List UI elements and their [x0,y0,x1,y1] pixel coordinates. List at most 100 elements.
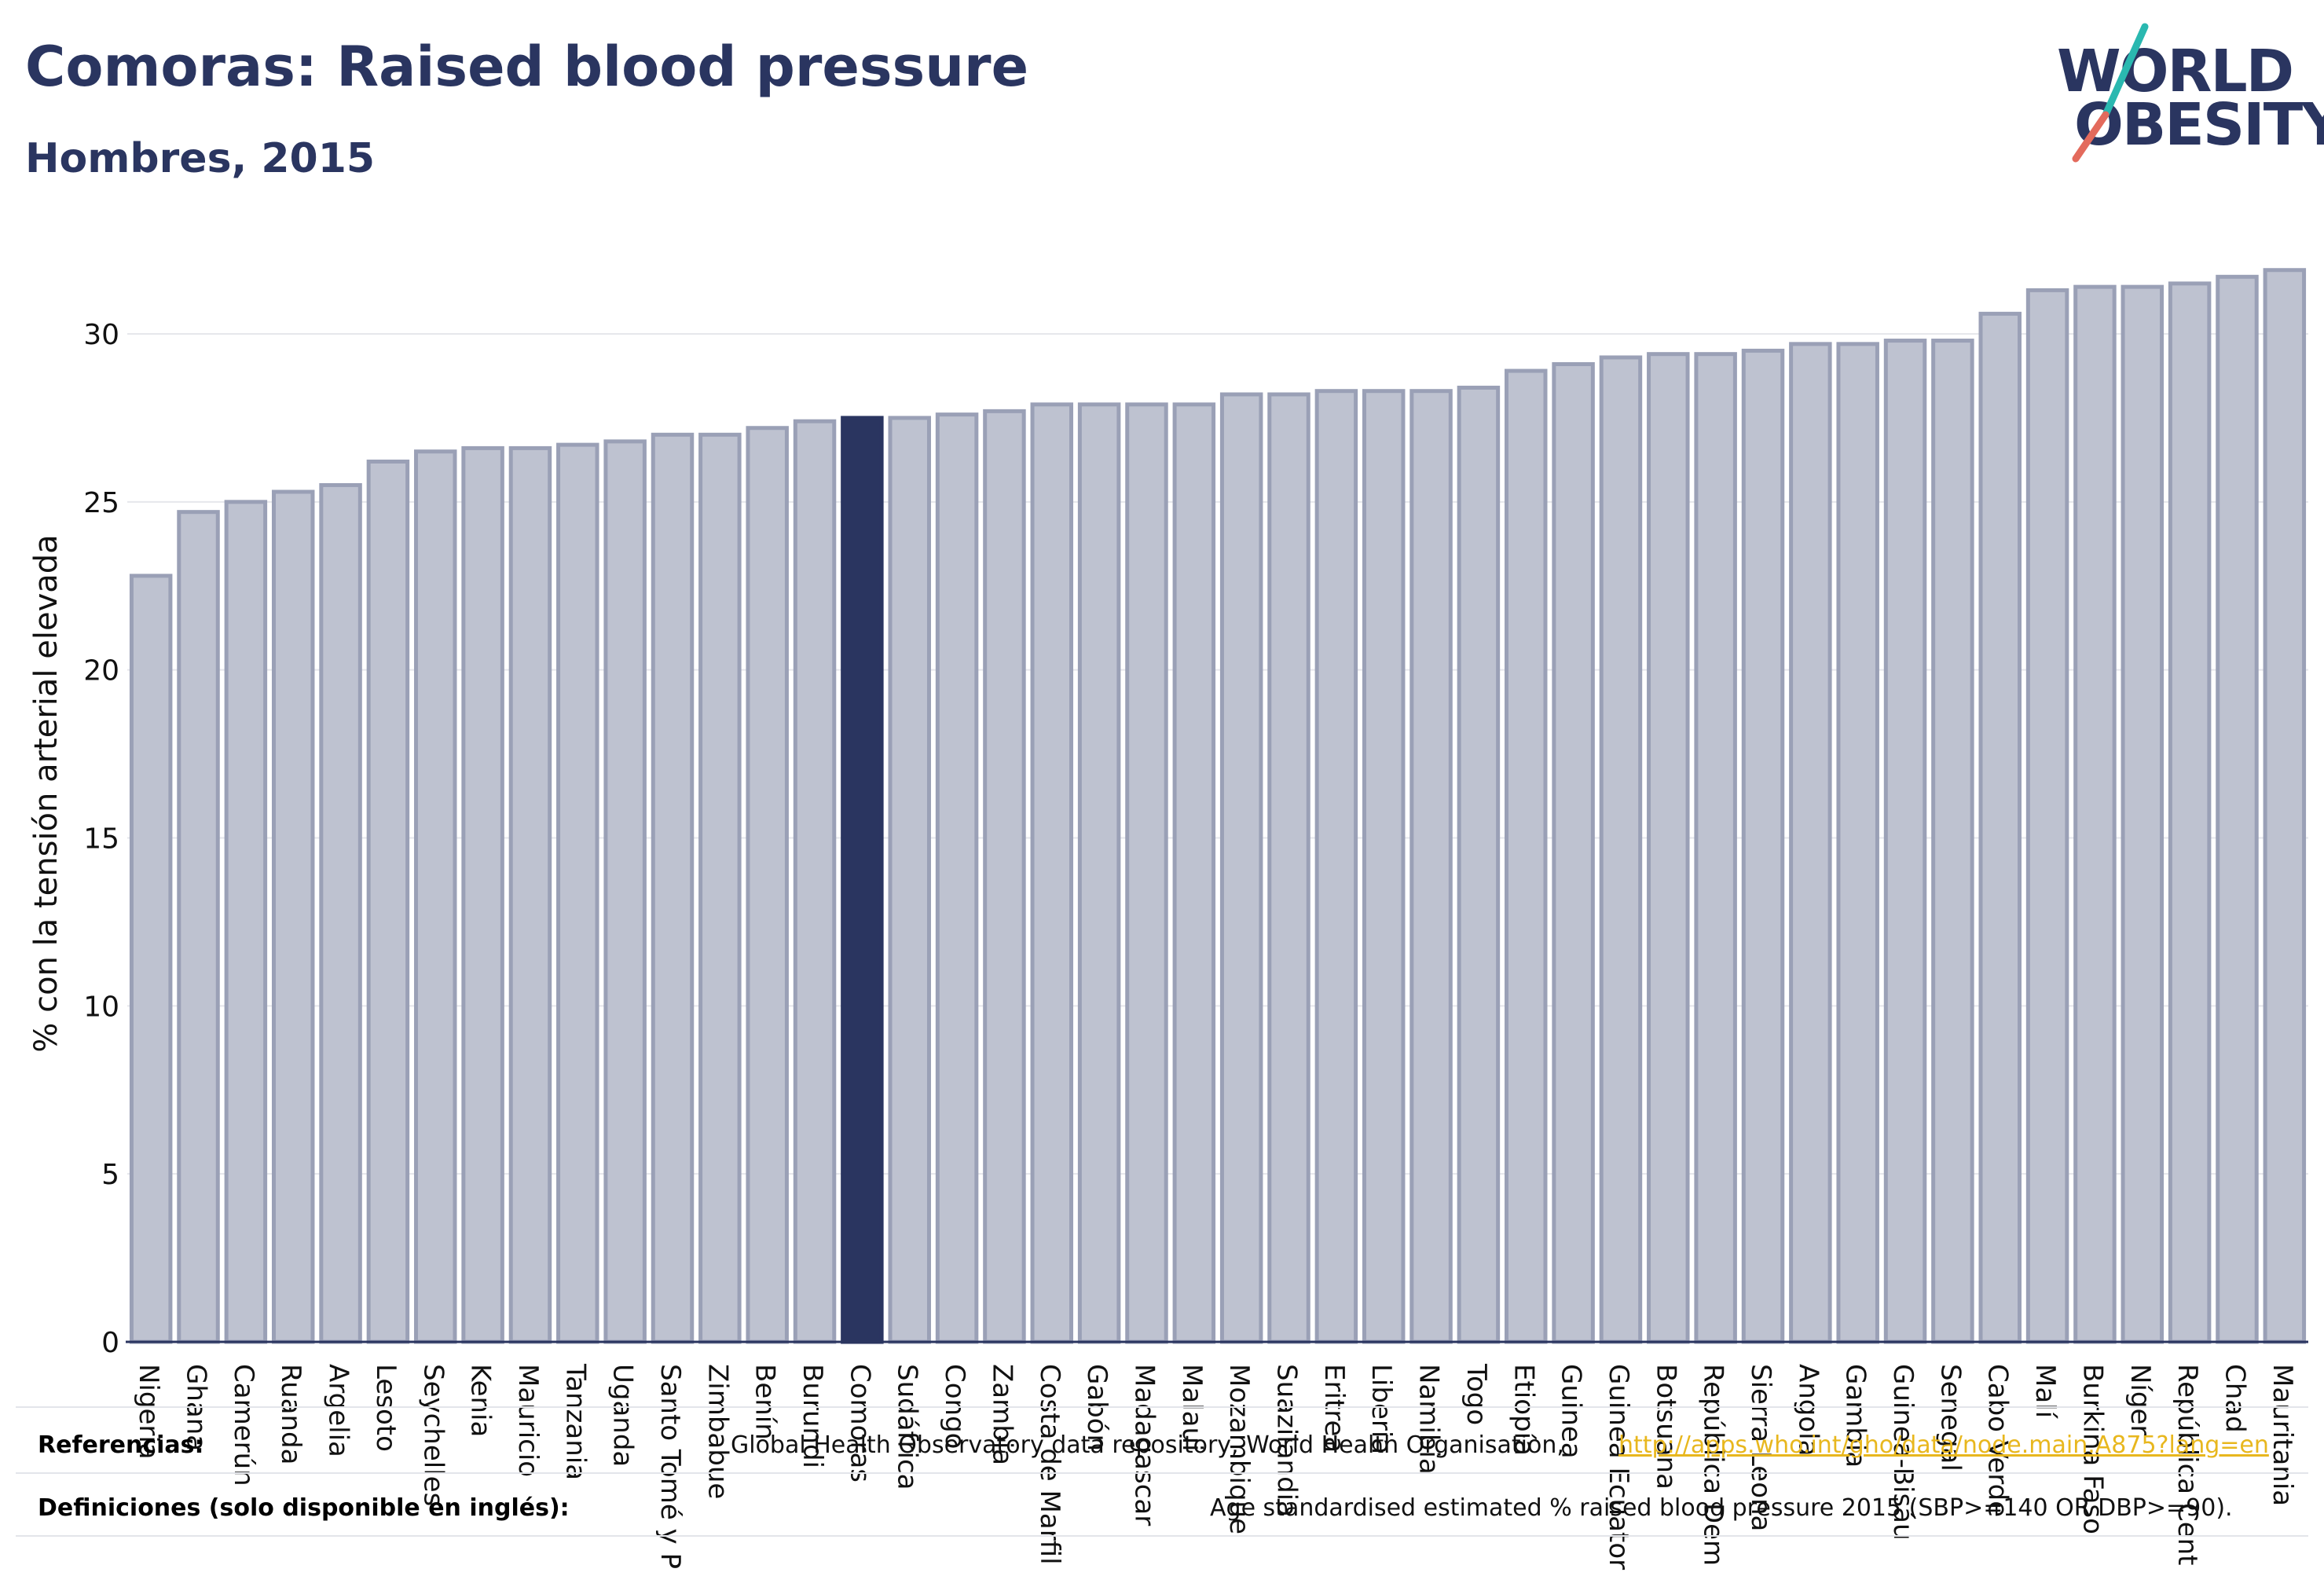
x-tick-label: Malí [2029,1364,2061,1420]
bar[interactable] [935,412,979,1344]
x-tick-label: Cabo Verde [1982,1364,2014,1517]
x-tick-label: Mauricio [512,1364,544,1477]
x-tick-label: República Cent [2172,1364,2203,1566]
x-tick-label: Burundi [797,1364,828,1468]
bar[interactable] [888,416,931,1344]
x-tick-label: Guinea [1556,1364,1587,1459]
bar[interactable] [1505,368,1548,1344]
bar[interactable] [177,510,220,1344]
footer-definitions-row: Definiciones (solo disponible en inglés)… [0,1477,2324,1538]
logo-text-line2: OBESITY [2074,91,2324,159]
page-subtitle: Hombres, 2015 [25,135,376,182]
bar[interactable] [1789,342,1832,1344]
x-tick-label: Argelia [323,1364,354,1457]
references-label: Referencias: [38,1431,204,1459]
page-title: Comoras: Raised blood pressure [25,35,1029,99]
bar[interactable] [1741,348,1785,1344]
x-tick-label: Sierra Leona [1745,1364,1776,1531]
bar[interactable] [2121,284,2165,1344]
y-tick-label: 10 [83,991,119,1023]
y-axis-ticks: 0 5 10 15 20 25 30 [83,319,119,1359]
x-tick-label: Gambia [1840,1364,1871,1468]
x-tick-label: Comoras [844,1364,875,1483]
bar[interactable] [1552,361,1595,1344]
x-tick-label: Guinea-Bisáu [1887,1364,1919,1541]
x-tick-label: Togo [1461,1363,1492,1425]
footer-divider [16,1535,2308,1537]
bar[interactable] [1931,339,1974,1344]
y-axis-label: % con la tensión arterial elevada [28,534,64,1052]
x-tick-label: Níger [2124,1364,2156,1435]
references-link[interactable]: http://apps.who.int/gho/data/node.main.A… [1618,1431,2269,1459]
footer-divider [16,1406,2308,1408]
bar[interactable] [129,574,173,1344]
bar[interactable] [1267,392,1310,1344]
bar[interactable] [556,442,599,1344]
bar[interactable] [224,500,268,1344]
x-tick-label: Costa de Marfil [1034,1364,1065,1565]
bar[interactable] [1362,389,1406,1344]
references-text: Global Health Observatory data repositor… [731,1431,1564,1459]
bar[interactable] [2025,288,2069,1344]
bar[interactable] [1030,402,1074,1344]
x-tick-label: Mozambique [1223,1364,1255,1534]
bar[interactable] [508,445,552,1344]
y-tick-label: 0 [101,1327,119,1359]
bar[interactable] [1978,311,2022,1344]
bar[interactable] [1599,355,1643,1344]
x-tick-label: Camerún [228,1364,259,1486]
bar[interactable] [1172,402,1216,1344]
x-tick-label: Eritrea [1318,1364,1350,1453]
x-tick-label: Benín [750,1364,781,1440]
bar[interactable] [461,445,504,1344]
x-tick-label: Nigeria [133,1364,164,1460]
bar[interactable] [1125,402,1168,1344]
x-tick-label: Ruanda [275,1364,306,1464]
y-tick-label: 25 [83,487,119,519]
footer-references-row: Referencias: Global Health Observatory d… [0,1414,2324,1475]
bar[interactable] [414,449,457,1344]
bar[interactable] [1409,389,1453,1344]
x-tick-label: Burkina Faso [2077,1364,2108,1534]
bar[interactable] [1883,339,1927,1344]
bar[interactable] [319,482,362,1344]
x-tick-label: Mauritania [2267,1364,2298,1506]
bar[interactable] [2216,274,2259,1344]
bar[interactable] [793,419,837,1344]
bar[interactable] [2168,281,2212,1344]
bar[interactable] [366,460,410,1344]
bar[interactable] [1694,352,1737,1344]
x-tick-label: Uganda [607,1364,639,1467]
bar-highlighted[interactable] [841,416,884,1344]
bar[interactable] [2263,268,2307,1344]
bar[interactable] [1077,402,1121,1344]
y-tick-label: 20 [83,655,119,687]
x-tick-label: Suazilandia [1271,1364,1303,1517]
bar[interactable] [651,432,695,1344]
y-tick-label: 30 [83,319,119,351]
bar[interactable] [983,409,1026,1344]
x-tick-label: República Dem [1698,1364,1729,1566]
bar[interactable] [271,489,315,1344]
bar[interactable] [2073,284,2117,1344]
logo-slash-icon [2072,23,2149,163]
bar[interactable] [1457,385,1501,1344]
x-tick-label: Tanzania [559,1363,591,1480]
x-tick-label: Zambia [986,1364,1017,1465]
bar[interactable] [1314,389,1358,1344]
bar[interactable] [1219,392,1263,1344]
bar[interactable] [746,426,789,1344]
bar[interactable] [1647,352,1690,1344]
x-tick-label: Sudáfrica [892,1364,923,1490]
x-tick-label: Liberia [1365,1364,1397,1454]
x-tick-label: Zimbabue [702,1364,733,1499]
footer-divider [16,1472,2308,1474]
bar[interactable] [1836,342,1879,1344]
bar[interactable] [603,439,647,1344]
x-tick-label: Santo Tomé y P [654,1364,686,1569]
definitions-text: Age standardised estimated % raised bloo… [1210,1494,2233,1522]
x-tick-label: Chad [2219,1364,2250,1433]
bar[interactable] [698,432,742,1344]
x-tick-label: Madagascar [1128,1364,1160,1526]
